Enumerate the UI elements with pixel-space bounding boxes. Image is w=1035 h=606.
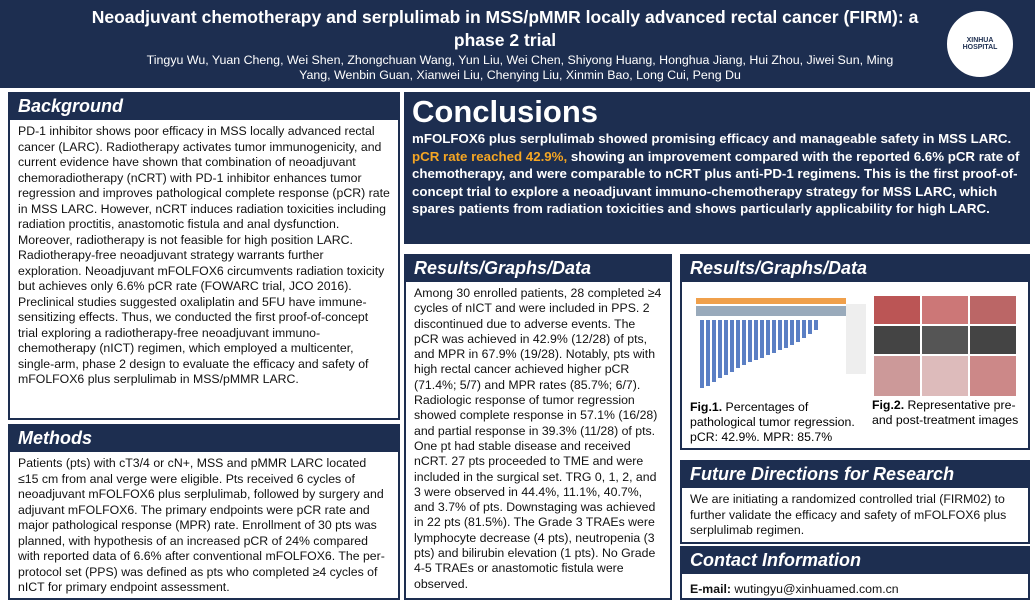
- caption-text: Representative pre- and post-treatment i…: [872, 398, 1019, 427]
- results-figure-section: Results/Graphs/Data Fig.1. Percentages o…: [680, 254, 1030, 450]
- section-text: mFOLFOX6 plus serplulimab showed promisi…: [412, 130, 1022, 218]
- section-heading: Background: [10, 94, 398, 120]
- text: mFOLFOX6 plus serplulimab showed promisi…: [412, 131, 1012, 146]
- section-heading: Future Directions for Research: [682, 462, 1028, 488]
- figure-label: Fig.2.: [872, 398, 905, 412]
- caption-text: Percentages of pathological tumor regres…: [690, 400, 855, 444]
- email-label: E-mail:: [690, 582, 731, 596]
- highlight: pCR rate reached 42.9%,: [412, 148, 568, 164]
- figure-caption: Fig.1. Percentages of pathological tumor…: [690, 400, 870, 445]
- header: Neoadjuvant chemotherapy and serplulimab…: [0, 0, 1035, 88]
- text: showing an improvement compared with the…: [412, 148, 1020, 217]
- email: wutingyu@xinhuamed.com.cn: [734, 582, 899, 596]
- title: Neoadjuvant chemotherapy and serplulimab…: [91, 7, 919, 50]
- figure-label: Fig.1.: [690, 400, 723, 414]
- figure-decoration: [696, 306, 846, 316]
- background-section: Background PD-1 inhibitor shows poor eff…: [8, 92, 400, 420]
- authors: Tingyu Wu, Yuan Cheng, Wei Shen, Zhongch…: [146, 53, 894, 82]
- figure: [696, 296, 1016, 396]
- figure-decoration: [846, 304, 866, 374]
- contact-section: Contact Information E-mail: wutingyu@xin…: [680, 546, 1030, 600]
- section-text: PD-1 inhibitor shows poor efficacy in MS…: [18, 124, 390, 386]
- future-section: Future Directions for Research We are in…: [680, 460, 1030, 544]
- figure-decoration: [700, 320, 818, 388]
- section-heading: Conclusions: [412, 94, 599, 129]
- figure-decoration: [696, 298, 846, 304]
- conclusions-section: Conclusions mFOLFOX6 plus serplulimab sh…: [404, 92, 1030, 244]
- section-heading: Contact Information: [682, 548, 1028, 574]
- logo-text: XINHUA HOSPITAL: [962, 37, 998, 51]
- section-text: We are initiating a randomized controlle…: [690, 492, 1007, 537]
- section-heading: Methods: [10, 426, 398, 452]
- logo: XINHUA HOSPITAL: [944, 8, 1016, 80]
- figure-decoration: [874, 296, 1016, 396]
- section-text: Among 30 enrolled patients, 28 completed…: [414, 286, 662, 591]
- section-heading: Results/Graphs/Data: [682, 256, 1028, 282]
- methods-section: Methods Patients (pts) with cT3/4 or cN+…: [8, 424, 400, 600]
- section-heading: Results/Graphs/Data: [406, 256, 670, 282]
- results-text-section: Results/Graphs/Data Among 30 enrolled pa…: [404, 254, 672, 600]
- figure-caption: Fig.2. Representative pre- and post-trea…: [872, 398, 1028, 428]
- section-text: Patients (pts) with cT3/4 or cN+, MSS an…: [18, 456, 385, 594]
- section-text: E-mail: wutingyu@xinhuamed.com.cn: [682, 574, 1028, 602]
